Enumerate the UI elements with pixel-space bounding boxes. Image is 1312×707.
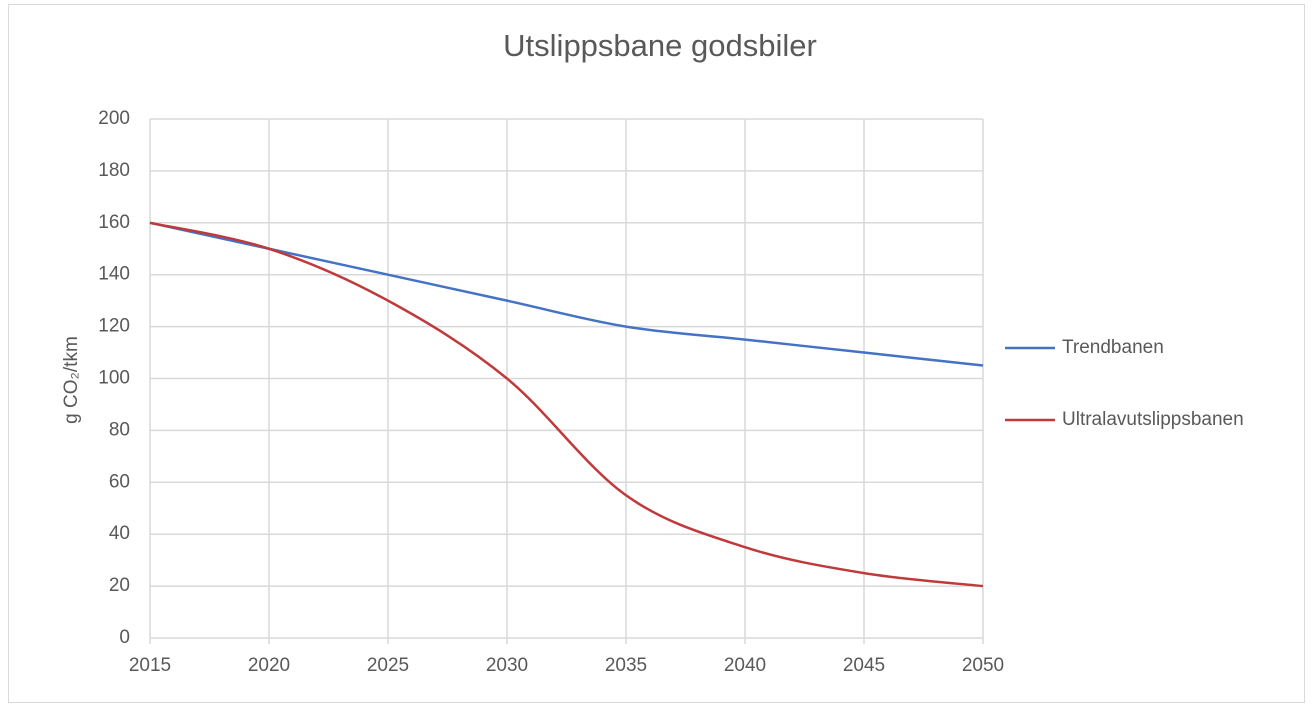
series-line xyxy=(149,221,984,588)
y-axis-label: g CO₂/tkm xyxy=(61,336,82,424)
x-tick-label: 2035 xyxy=(605,655,647,676)
legend-label: Trendbanen xyxy=(1062,337,1164,358)
x-tick-label: 2040 xyxy=(724,655,766,676)
y-tick-label: 100 xyxy=(98,368,130,389)
x-tick-label: 2025 xyxy=(367,655,409,676)
x-tick-label: 2020 xyxy=(248,655,290,676)
x-tick-label: 2050 xyxy=(962,655,1004,676)
y-tick-label: 200 xyxy=(98,108,130,129)
y-tick-label: 160 xyxy=(98,212,130,233)
y-tick-label: 140 xyxy=(98,264,130,285)
y-tick-label: 120 xyxy=(98,316,130,337)
y-tick-label: 40 xyxy=(109,523,130,544)
x-tick-label: 2015 xyxy=(129,655,171,676)
y-tick-label: 80 xyxy=(109,419,130,440)
y-tick-label: 180 xyxy=(98,160,130,181)
legend-label: Ultralavutslippsbanen xyxy=(1062,409,1244,430)
y-tick-label: 0 xyxy=(119,627,130,648)
chart-title: Utslippsbane godsbiler xyxy=(503,28,817,63)
x-tick-label: 2030 xyxy=(486,655,528,676)
y-tick-label: 20 xyxy=(109,575,130,596)
x-tick-label: 2045 xyxy=(843,655,885,676)
y-tick-label: 60 xyxy=(109,471,130,492)
